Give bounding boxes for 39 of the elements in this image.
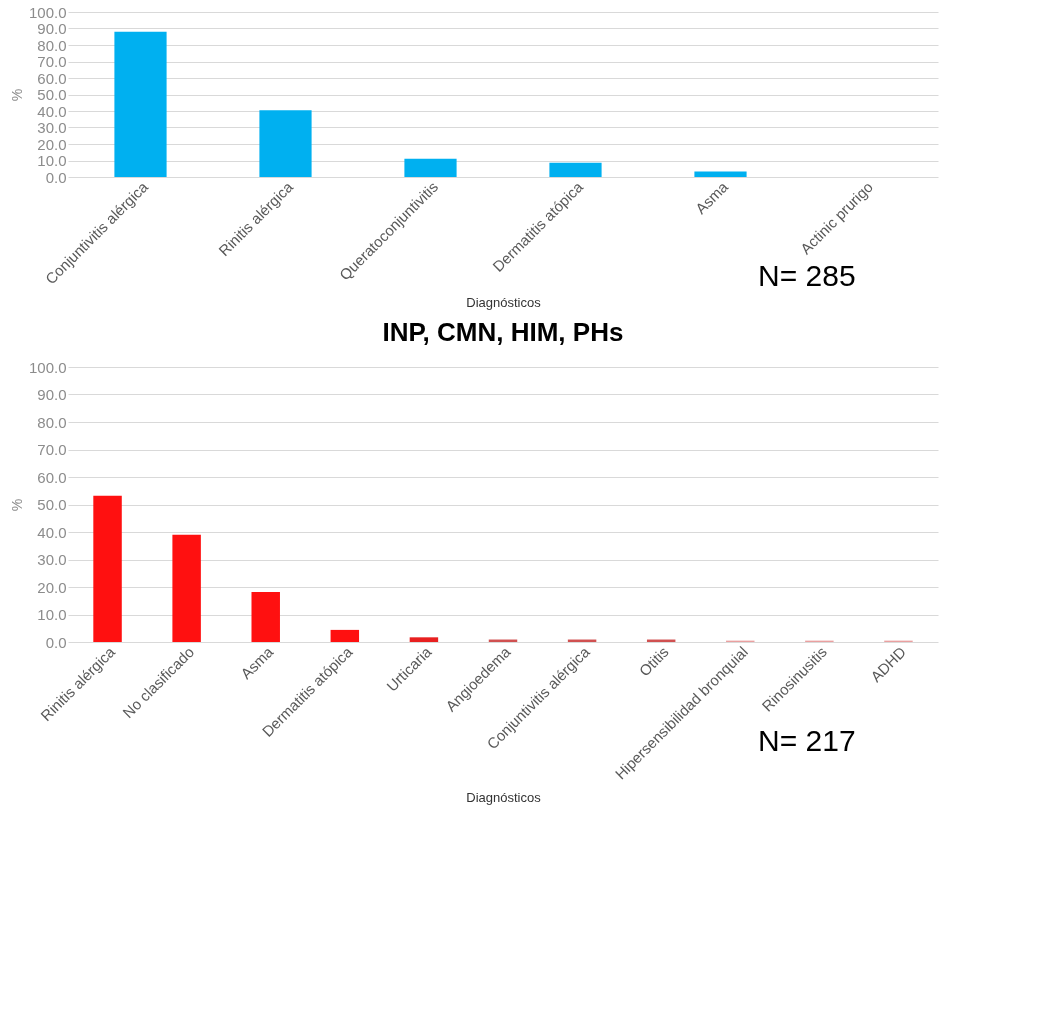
x-axis-title: Diagnósticos <box>466 295 542 311</box>
bar <box>259 110 312 177</box>
y-tick-label: 0.0 <box>45 168 67 186</box>
y-tick-label: 70.0 <box>37 53 67 70</box>
y-tick-label: 20.0 <box>37 578 67 596</box>
y-tick-label: 10.0 <box>37 606 67 623</box>
y-axis-title: % <box>8 88 25 102</box>
y-tick-label: 100.0 <box>28 358 67 376</box>
y-tick-label: 60.0 <box>37 468 67 486</box>
y-tick-label: 20.0 <box>37 135 67 153</box>
y-tick-label: 40.0 <box>37 523 67 541</box>
chart-title: INP, CMN, HIM, PHs <box>382 317 624 347</box>
text: N= 285 <box>758 259 856 292</box>
y-tick-label: 50.0 <box>37 86 67 103</box>
text: N= 217 <box>758 724 856 757</box>
bar <box>114 31 167 177</box>
x-axis-title: Diagnósticos <box>466 790 542 806</box>
bar <box>251 591 280 642</box>
y-tick-label: 0.0 <box>45 633 67 651</box>
y-tick-label: 30.0 <box>37 551 67 568</box>
bar <box>404 158 457 177</box>
y-tick-label: 80.0 <box>37 36 67 54</box>
y-tick-label: 10.0 <box>37 152 67 169</box>
y-tick-label: 30.0 <box>37 119 67 136</box>
bar <box>93 495 122 642</box>
y-tick-label: 60.0 <box>37 69 67 87</box>
bar <box>694 171 747 177</box>
y-tick-label: 90.0 <box>37 20 67 37</box>
y-tick-label: 70.0 <box>37 441 67 458</box>
y-tick-label: 90.0 <box>37 386 67 403</box>
bar <box>172 534 201 642</box>
bar <box>409 637 439 642</box>
y-axis-title: % <box>8 498 25 512</box>
bar <box>330 629 360 642</box>
y-tick-label: 80.0 <box>37 413 67 431</box>
y-tick-label: 50.0 <box>37 496 67 513</box>
y-tick-label: 100.0 <box>28 3 67 21</box>
y-tick-label: 40.0 <box>37 102 67 120</box>
bar <box>549 162 602 177</box>
